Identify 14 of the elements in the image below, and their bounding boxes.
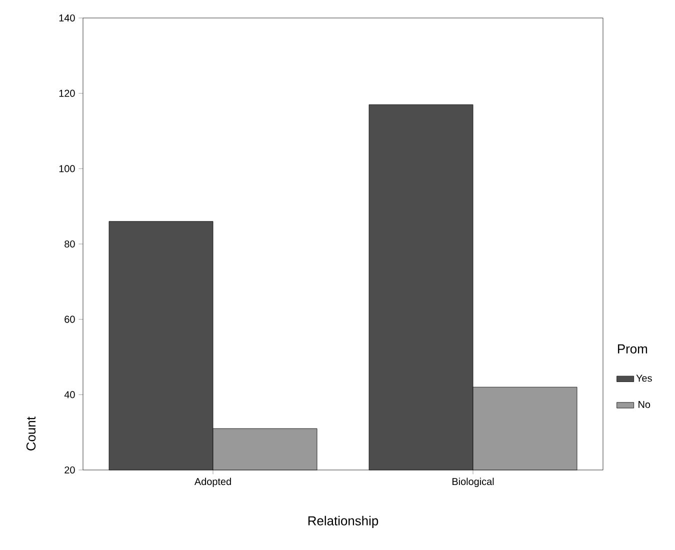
y-tick-label: 140 — [59, 14, 75, 22]
y-tick-label: 80 — [64, 240, 75, 248]
x-tick-label: Biological — [452, 478, 494, 488]
x-tick-label: Adopted — [194, 478, 231, 488]
y-tick-label: 100 — [59, 165, 75, 172]
x-axis-title: Relationship — [308, 516, 378, 528]
y-tick-label: 60 — [64, 316, 75, 323]
y-tick-label: 20 — [64, 466, 75, 474]
y-tick-label: 40 — [64, 391, 75, 398]
legend-label: Yes — [636, 374, 652, 382]
y-tick-label: 120 — [59, 90, 75, 97]
legend-label: No — [638, 401, 650, 408]
y-axis-title: Count — [26, 416, 36, 450]
legend-title: Prom — [618, 344, 648, 354]
